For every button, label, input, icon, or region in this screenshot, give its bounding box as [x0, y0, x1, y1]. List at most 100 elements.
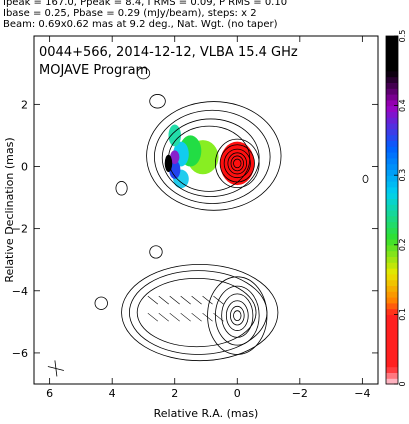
colorbar-step [386, 82, 398, 89]
colorbar-step [386, 186, 398, 194]
y-tick-label: −2 [12, 223, 28, 236]
colorbar-step [386, 308, 398, 315]
header-line-3: Beam: 0.69x0.62 mas at 9.2 deg., Nat. Wg… [3, 19, 278, 30]
colorbar-step [386, 146, 398, 153]
colorbar-tick-label: 0 [398, 381, 407, 386]
annotation-line-1: 0044+566, 2014-12-12, VLBA 15.4 GHz [39, 45, 298, 60]
colorbar-step [386, 157, 398, 165]
image-layer [47, 67, 369, 377]
colorbar-tick-label: 0.1 [398, 308, 407, 321]
colorbar-step [386, 337, 398, 344]
polarization-vector [158, 312, 169, 322]
colorbar-step [386, 59, 398, 66]
colorbar-step [386, 123, 398, 130]
colorbar-tick-label: 0.4 [398, 99, 407, 112]
contour-line [223, 148, 251, 179]
colorbar-step [386, 94, 398, 101]
colorbar-frame [385, 35, 399, 385]
contour-line [115, 181, 128, 196]
colorbar-tick-label: 0.5 [398, 30, 407, 43]
colorbar-step [386, 297, 398, 304]
colorbar-step [386, 360, 398, 368]
colorbar-step [386, 163, 398, 170]
colorbar-step [386, 326, 398, 333]
colorbar-step [386, 233, 398, 240]
colorbar-step [386, 65, 398, 72]
colorbar-step [386, 99, 398, 107]
y-tick-label: 0 [21, 161, 28, 174]
colorbar-step [386, 250, 398, 257]
polarization-vector [191, 295, 202, 305]
contour-line [233, 158, 242, 169]
contour-line [149, 94, 166, 109]
colorbar-step [386, 262, 398, 269]
colorbar-step [386, 111, 398, 118]
colorbar-step [386, 256, 398, 263]
contour-line [136, 67, 151, 80]
x-tick-label: −4 [354, 387, 370, 400]
colorbar-step [386, 169, 398, 176]
y-tick-label: −6 [12, 347, 28, 360]
contour-line [225, 300, 249, 331]
annotation-line-2: MOJAVE Program [39, 63, 148, 78]
colorbar-step [386, 198, 398, 205]
colorbar-step [386, 47, 398, 54]
colorbar-step [386, 128, 398, 136]
colorbar: 0 0.1 0.2 0.3 0.4 0.5 [385, 30, 407, 387]
contour-line [153, 109, 271, 204]
colorbar-step [386, 192, 398, 199]
colorbar-step [386, 227, 398, 234]
polarization-vector [147, 295, 159, 305]
contour-line [136, 277, 257, 348]
colorbar-step [386, 175, 398, 182]
colorbar-step [386, 314, 398, 321]
colorbar-step [386, 221, 398, 228]
colorbar-step [386, 105, 398, 112]
header-line-1: Ipeak = 167.0, Ppeak = 8.4, I RMS = 0.09… [3, 0, 288, 8]
colorbar-step [386, 285, 398, 292]
colorbar-step [386, 268, 398, 275]
colorbar-step [386, 117, 398, 124]
polarization-vector [202, 295, 213, 305]
header-line-2: Ibase = 0.25, Pbase = 0.29 (mJy/beam), s… [3, 8, 257, 19]
contour-line [230, 155, 244, 172]
y-tick-label: 2 [21, 98, 28, 111]
polarization-vector [169, 312, 180, 322]
colorbar-step [386, 372, 398, 379]
y-tick-label: −4 [12, 285, 28, 298]
contour-line [229, 305, 245, 326]
colorbar-step [386, 366, 398, 373]
x-tick-labels: 6 4 2 0 −2 −4 [46, 387, 370, 400]
polarization-vector [158, 295, 169, 305]
colorbar-step [386, 349, 398, 356]
contour-line [214, 138, 260, 189]
x-tick-label: 6 [46, 387, 53, 400]
contour-line [233, 310, 242, 322]
x-axis-title: Relative R.A. (mas) [154, 407, 259, 420]
colorbar-step [386, 152, 398, 159]
polarization-vector [169, 295, 180, 305]
colorbar-step [386, 239, 398, 246]
colorbar-step [386, 36, 398, 43]
colorbar-step [386, 140, 398, 147]
y-axis-title: Relative Declination (mas) [3, 137, 16, 282]
polarization-vector [191, 312, 202, 322]
contour-line [214, 285, 260, 346]
x-tick-label: 0 [234, 387, 241, 400]
colorbar-step [386, 320, 398, 327]
polarization-region [168, 124, 181, 147]
colorbar-step [386, 53, 398, 60]
colorbar-tick-label: 0.3 [398, 169, 407, 182]
contour-line [146, 101, 282, 211]
contour-line [161, 118, 260, 198]
colorbar-tick-label: 0.2 [398, 238, 407, 251]
polarization-vector [213, 312, 224, 322]
polarization-vector [213, 295, 224, 305]
header-text: Ipeak = 167.0, Ppeak = 8.4, I RMS = 0.09… [3, 0, 403, 30]
colorbar-step [386, 70, 398, 78]
colorbar-step [386, 291, 398, 298]
y-tick-labels: 2 0 −2 −4 −6 [12, 98, 28, 360]
colorbar-step [386, 210, 398, 217]
polarization-vector [180, 312, 191, 322]
contour-line [94, 296, 108, 310]
